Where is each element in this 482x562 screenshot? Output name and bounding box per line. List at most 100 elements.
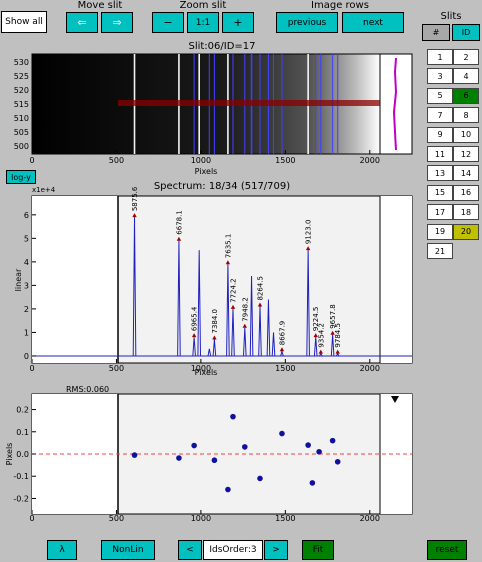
slit-cell[interactable]: 17 (427, 204, 453, 221)
spectrum-plot[interactable]: x1e+4 5875.6 6678.1 6965.4 7384.0 7635.1 7724… (0, 186, 420, 376)
spectrum-peak (226, 264, 230, 356)
slit-cell[interactable]: 20 (453, 223, 479, 240)
slit-col-hash[interactable]: # (422, 24, 450, 41)
spectrum-peak-label: 7384.0 (211, 309, 219, 334)
zoom-in-button[interactable]: + (222, 12, 254, 33)
log-y-button[interactable]: log-y (6, 170, 36, 184)
slit-cell[interactable]: 13 (427, 165, 453, 182)
order-field[interactable]: IdsOrder:3 (203, 540, 263, 560)
slit-cell[interactable]: 14 (453, 165, 479, 182)
rms-ytick-label: 0.2 (16, 406, 29, 415)
image-ytick-label: 505 (14, 128, 29, 137)
show-all-button[interactable]: Show all (1, 11, 47, 33)
spectrum-peak (249, 275, 254, 356)
slit-cell[interactable]: 7 (427, 107, 453, 124)
slit-cell[interactable]: 16 (453, 184, 479, 201)
spectrum-peak (271, 332, 276, 356)
slit-cell[interactable]: 18 (453, 204, 479, 221)
spectrum-peak-marker (330, 330, 335, 335)
rms-point (242, 444, 248, 450)
spectrum-peak-marker (191, 333, 197, 338)
slit-cell[interactable]: 10 (453, 126, 479, 143)
next-button[interactable]: next (342, 12, 404, 33)
move-left-button[interactable]: ⇐ (66, 12, 98, 33)
lambda-button[interactable]: λ (47, 540, 77, 560)
rms-point (305, 442, 311, 448)
rms-point (131, 452, 138, 458)
rms-plot[interactable]: 0.2 0.1 0.0 -0.1 -0.2 0 500 1000 1500 2000 Pixel… (0, 392, 420, 522)
spectrum-peak-label: 6678.1 (175, 210, 183, 235)
slit-cell[interactable]: 6 (453, 87, 479, 104)
rms-point (225, 486, 231, 493)
image-ytick-label: 515 (14, 100, 29, 109)
image-ytick-label: 525 (14, 72, 29, 81)
spectrum-peak-marker (225, 260, 231, 265)
slit-cell[interactable]: 11 (427, 146, 453, 162)
spectrum-peak (197, 250, 201, 356)
image-xtick-label: 500 (109, 156, 124, 165)
spectrum-peak-marker (335, 349, 340, 354)
spectrum-peak-label: 7948.2 (241, 297, 249, 322)
rms-point (309, 480, 316, 486)
zoom-reset-button[interactable]: 1:1 (187, 12, 219, 33)
spectrum-ytick-label: 6 (24, 211, 29, 220)
zoom-slit-label: Zoom slit (179, 0, 227, 11)
spectrum-peak-marker (257, 302, 263, 307)
spectrum-peak-marker (313, 333, 318, 338)
rms-xtick-label: 500 (109, 514, 124, 522)
reset-button[interactable]: reset (427, 540, 467, 560)
spectrum-peak-marker (242, 323, 247, 328)
slit-cell[interactable]: 9 (427, 126, 453, 143)
order-prev-button[interactable]: < (178, 540, 202, 560)
spectrum-peak-label: 9657.8 (329, 304, 337, 329)
spectrum-ytick-label: 1 (24, 328, 29, 337)
spectrum-ylabel: linear (14, 268, 23, 291)
rms-xtick-label: 1500 (275, 514, 295, 522)
slit-cell[interactable]: 21 (427, 243, 453, 259)
slit-cell[interactable]: 12 (453, 146, 479, 162)
spectrum-right-mask (380, 196, 412, 363)
rms-ytick-label: -0.1 (13, 472, 29, 481)
spectrum-ytick-label: 2 (24, 305, 29, 314)
slit-cell[interactable]: 1 (427, 49, 453, 65)
rms-point (316, 448, 322, 455)
rms-point (211, 457, 218, 464)
spectrum-peak-label: 8264.5 (257, 276, 265, 301)
zoom-out-button[interactable]: − (152, 12, 184, 33)
rms-xtick-label: 1000 (191, 514, 211, 522)
image-rows-label: Image rows (311, 0, 369, 11)
rms-point (230, 413, 236, 420)
slit-cell[interactable]: 15 (427, 184, 453, 201)
spectrum-left-mask (32, 196, 118, 363)
slit-cell[interactable]: 4 (453, 68, 479, 85)
spectrum-scale-label: x1e+4 (32, 186, 56, 194)
order-next-button[interactable]: > (264, 540, 288, 560)
spectrum-peak-label: 9224.5 (312, 307, 320, 332)
spectrum-peak-marker (318, 349, 323, 354)
spectrum-peak (192, 337, 196, 356)
fit-button[interactable]: Fit (302, 540, 334, 560)
previous-button[interactable]: previous (276, 12, 338, 33)
move-right-button[interactable]: ⇒ (101, 12, 133, 33)
rms-point (279, 430, 285, 437)
slit-cell[interactable]: 19 (427, 223, 453, 240)
slit-cell[interactable]: 5 (427, 87, 453, 104)
rms-xtick-label: 0 (29, 514, 34, 522)
selected-row-band (118, 100, 380, 106)
spectrum-peak-marker (212, 335, 217, 340)
spectrum-peak-marker (305, 246, 311, 251)
spectrum-ytick-label: 4 (24, 258, 29, 267)
slit-cell[interactable]: 2 (453, 49, 479, 65)
spectrum-ytick-label: 3 (24, 281, 29, 290)
spectrum-peak (306, 250, 310, 356)
spectrum-peak-label: 7724.2 (229, 278, 237, 303)
nonlin-button[interactable]: NonLin (101, 540, 155, 560)
slit-cell[interactable]: 8 (453, 107, 479, 124)
spectrum-peak (266, 299, 271, 356)
slit-cell[interactable]: 3 (427, 68, 453, 85)
slit-col-id[interactable]: ID (452, 24, 480, 41)
spectrum-peak-label: 9784.5 (334, 323, 342, 348)
image-xtick-label: 1500 (275, 156, 295, 165)
spectrum-peak-label: 5875.6 (131, 186, 139, 211)
